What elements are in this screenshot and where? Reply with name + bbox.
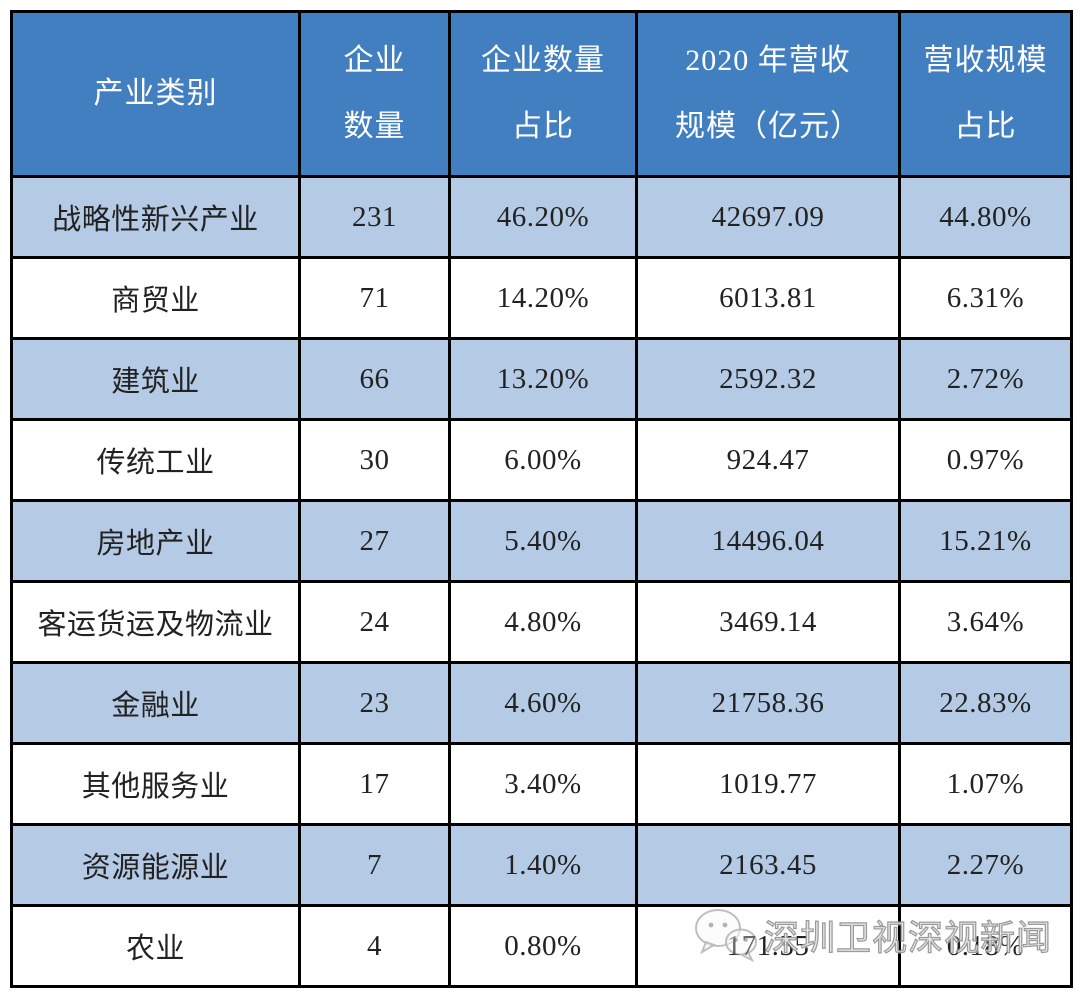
cell-company-count-share: 0.80% <box>448 904 638 988</box>
cell-revenue-2020: 1019.77 <box>635 742 901 826</box>
header-cell-industry: 产业类别 <box>10 10 301 178</box>
cell-revenue-2020: 6013.81 <box>635 256 901 340</box>
cell-company-count: 23 <box>298 661 451 745</box>
cell-company-count-share: 3.40% <box>448 742 638 826</box>
industry-revenue-table: 产业类别 企业 数量 企业数量 占比 2020 年营收 规模（亿元） 营收规模 占比 战略性新兴… <box>10 10 1073 988</box>
cell-revenue-2020: 924.47 <box>635 418 901 502</box>
table-header: 产业类别 企业 数量 企业数量 占比 2020 年营收 规模（亿元） 营收规模 占比 <box>10 10 1073 178</box>
header-label-line: 数量 <box>343 110 406 143</box>
header-label-line: 占比 <box>954 110 1017 143</box>
cell-revenue-share: 3.64% <box>898 580 1073 664</box>
cell-industry: 战略性新兴产业 <box>10 175 301 259</box>
cell-company-count-share: 13.20% <box>448 337 638 421</box>
table-row: 战略性新兴产业 231 46.20% 42697.09 44.80% <box>10 175 1073 259</box>
table-row: 资源能源业 7 1.40% 2163.45 2.27% <box>10 823 1073 907</box>
header-cell-company-count-share: 企业数量 占比 <box>448 10 638 178</box>
cell-company-count-share: 4.60% <box>448 661 638 745</box>
cell-revenue-2020: 21758.36 <box>635 661 901 745</box>
header-row: 产业类别 企业 数量 企业数量 占比 2020 年营收 规模（亿元） 营收规模 占比 <box>10 10 1073 178</box>
cell-company-count: 24 <box>298 580 451 664</box>
table-row: 农业 4 0.80% 171.55 0.18% <box>10 904 1073 988</box>
cell-industry: 客运货运及物流业 <box>10 580 301 664</box>
header-cell-revenue-2020: 2020 年营收 规模（亿元） <box>635 10 901 178</box>
cell-revenue-2020: 2163.45 <box>635 823 901 907</box>
cell-company-count: 71 <box>298 256 451 340</box>
header-label-line: 产业类别 <box>93 77 218 110</box>
cell-revenue-share: 0.97% <box>898 418 1073 502</box>
cell-industry: 房地产业 <box>10 499 301 583</box>
cell-industry: 资源能源业 <box>10 823 301 907</box>
cell-company-count: 231 <box>298 175 451 259</box>
header-label-line: 2020 年营收 <box>685 44 851 77</box>
header-cell-revenue-share: 营收规模 占比 <box>898 10 1073 178</box>
cell-industry: 农业 <box>10 904 301 988</box>
header-label-line: 企业 <box>343 44 406 77</box>
cell-company-count-share: 1.40% <box>448 823 638 907</box>
cell-revenue-2020: 14496.04 <box>635 499 901 583</box>
cell-company-count: 30 <box>298 418 451 502</box>
cell-company-count-share: 5.40% <box>448 499 638 583</box>
cell-industry: 传统工业 <box>10 418 301 502</box>
table-row: 客运货运及物流业 24 4.80% 3469.14 3.64% <box>10 580 1073 664</box>
cell-revenue-share: 22.83% <box>898 661 1073 745</box>
cell-revenue-share: 44.80% <box>898 175 1073 259</box>
table-row: 商贸业 71 14.20% 6013.81 6.31% <box>10 256 1073 340</box>
cell-industry: 金融业 <box>10 661 301 745</box>
header-label-line: 企业数量 <box>481 44 605 77</box>
cell-company-count: 4 <box>298 904 451 988</box>
table-row: 传统工业 30 6.00% 924.47 0.97% <box>10 418 1073 502</box>
cell-company-count: 17 <box>298 742 451 826</box>
cell-revenue-share: 1.07% <box>898 742 1073 826</box>
header-label-line: 规模（亿元） <box>675 110 861 143</box>
cell-revenue-share: 0.18% <box>898 904 1073 988</box>
cell-company-count-share: 14.20% <box>448 256 638 340</box>
cell-company-count-share: 6.00% <box>448 418 638 502</box>
header-cell-company-count: 企业 数量 <box>298 10 451 178</box>
cell-revenue-share: 2.27% <box>898 823 1073 907</box>
cell-company-count-share: 4.80% <box>448 580 638 664</box>
cell-industry: 建筑业 <box>10 337 301 421</box>
header-label-line: 占比 <box>512 110 574 143</box>
cell-revenue-2020: 42697.09 <box>635 175 901 259</box>
cell-revenue-2020: 171.55 <box>635 904 901 988</box>
table-row: 金融业 23 4.60% 21758.36 22.83% <box>10 661 1073 745</box>
cell-company-count: 66 <box>298 337 451 421</box>
table-body: 战略性新兴产业 231 46.20% 42697.09 44.80% 商贸业 71 14.20… <box>10 175 1073 988</box>
cell-revenue-2020: 2592.32 <box>635 337 901 421</box>
cell-revenue-share: 6.31% <box>898 256 1073 340</box>
cell-company-count: 7 <box>298 823 451 907</box>
cell-industry: 其他服务业 <box>10 742 301 826</box>
table-row: 其他服务业 17 3.40% 1019.77 1.07% <box>10 742 1073 826</box>
header-label-line: 营收规模 <box>923 44 1048 77</box>
cell-revenue-share: 2.72% <box>898 337 1073 421</box>
cell-company-count-share: 46.20% <box>448 175 638 259</box>
cell-company-count: 27 <box>298 499 451 583</box>
cell-revenue-share: 15.21% <box>898 499 1073 583</box>
cell-industry: 商贸业 <box>10 256 301 340</box>
table-row: 建筑业 66 13.20% 2592.32 2.72% <box>10 337 1073 421</box>
table-row: 房地产业 27 5.40% 14496.04 15.21% <box>10 499 1073 583</box>
cell-revenue-2020: 3469.14 <box>635 580 901 664</box>
